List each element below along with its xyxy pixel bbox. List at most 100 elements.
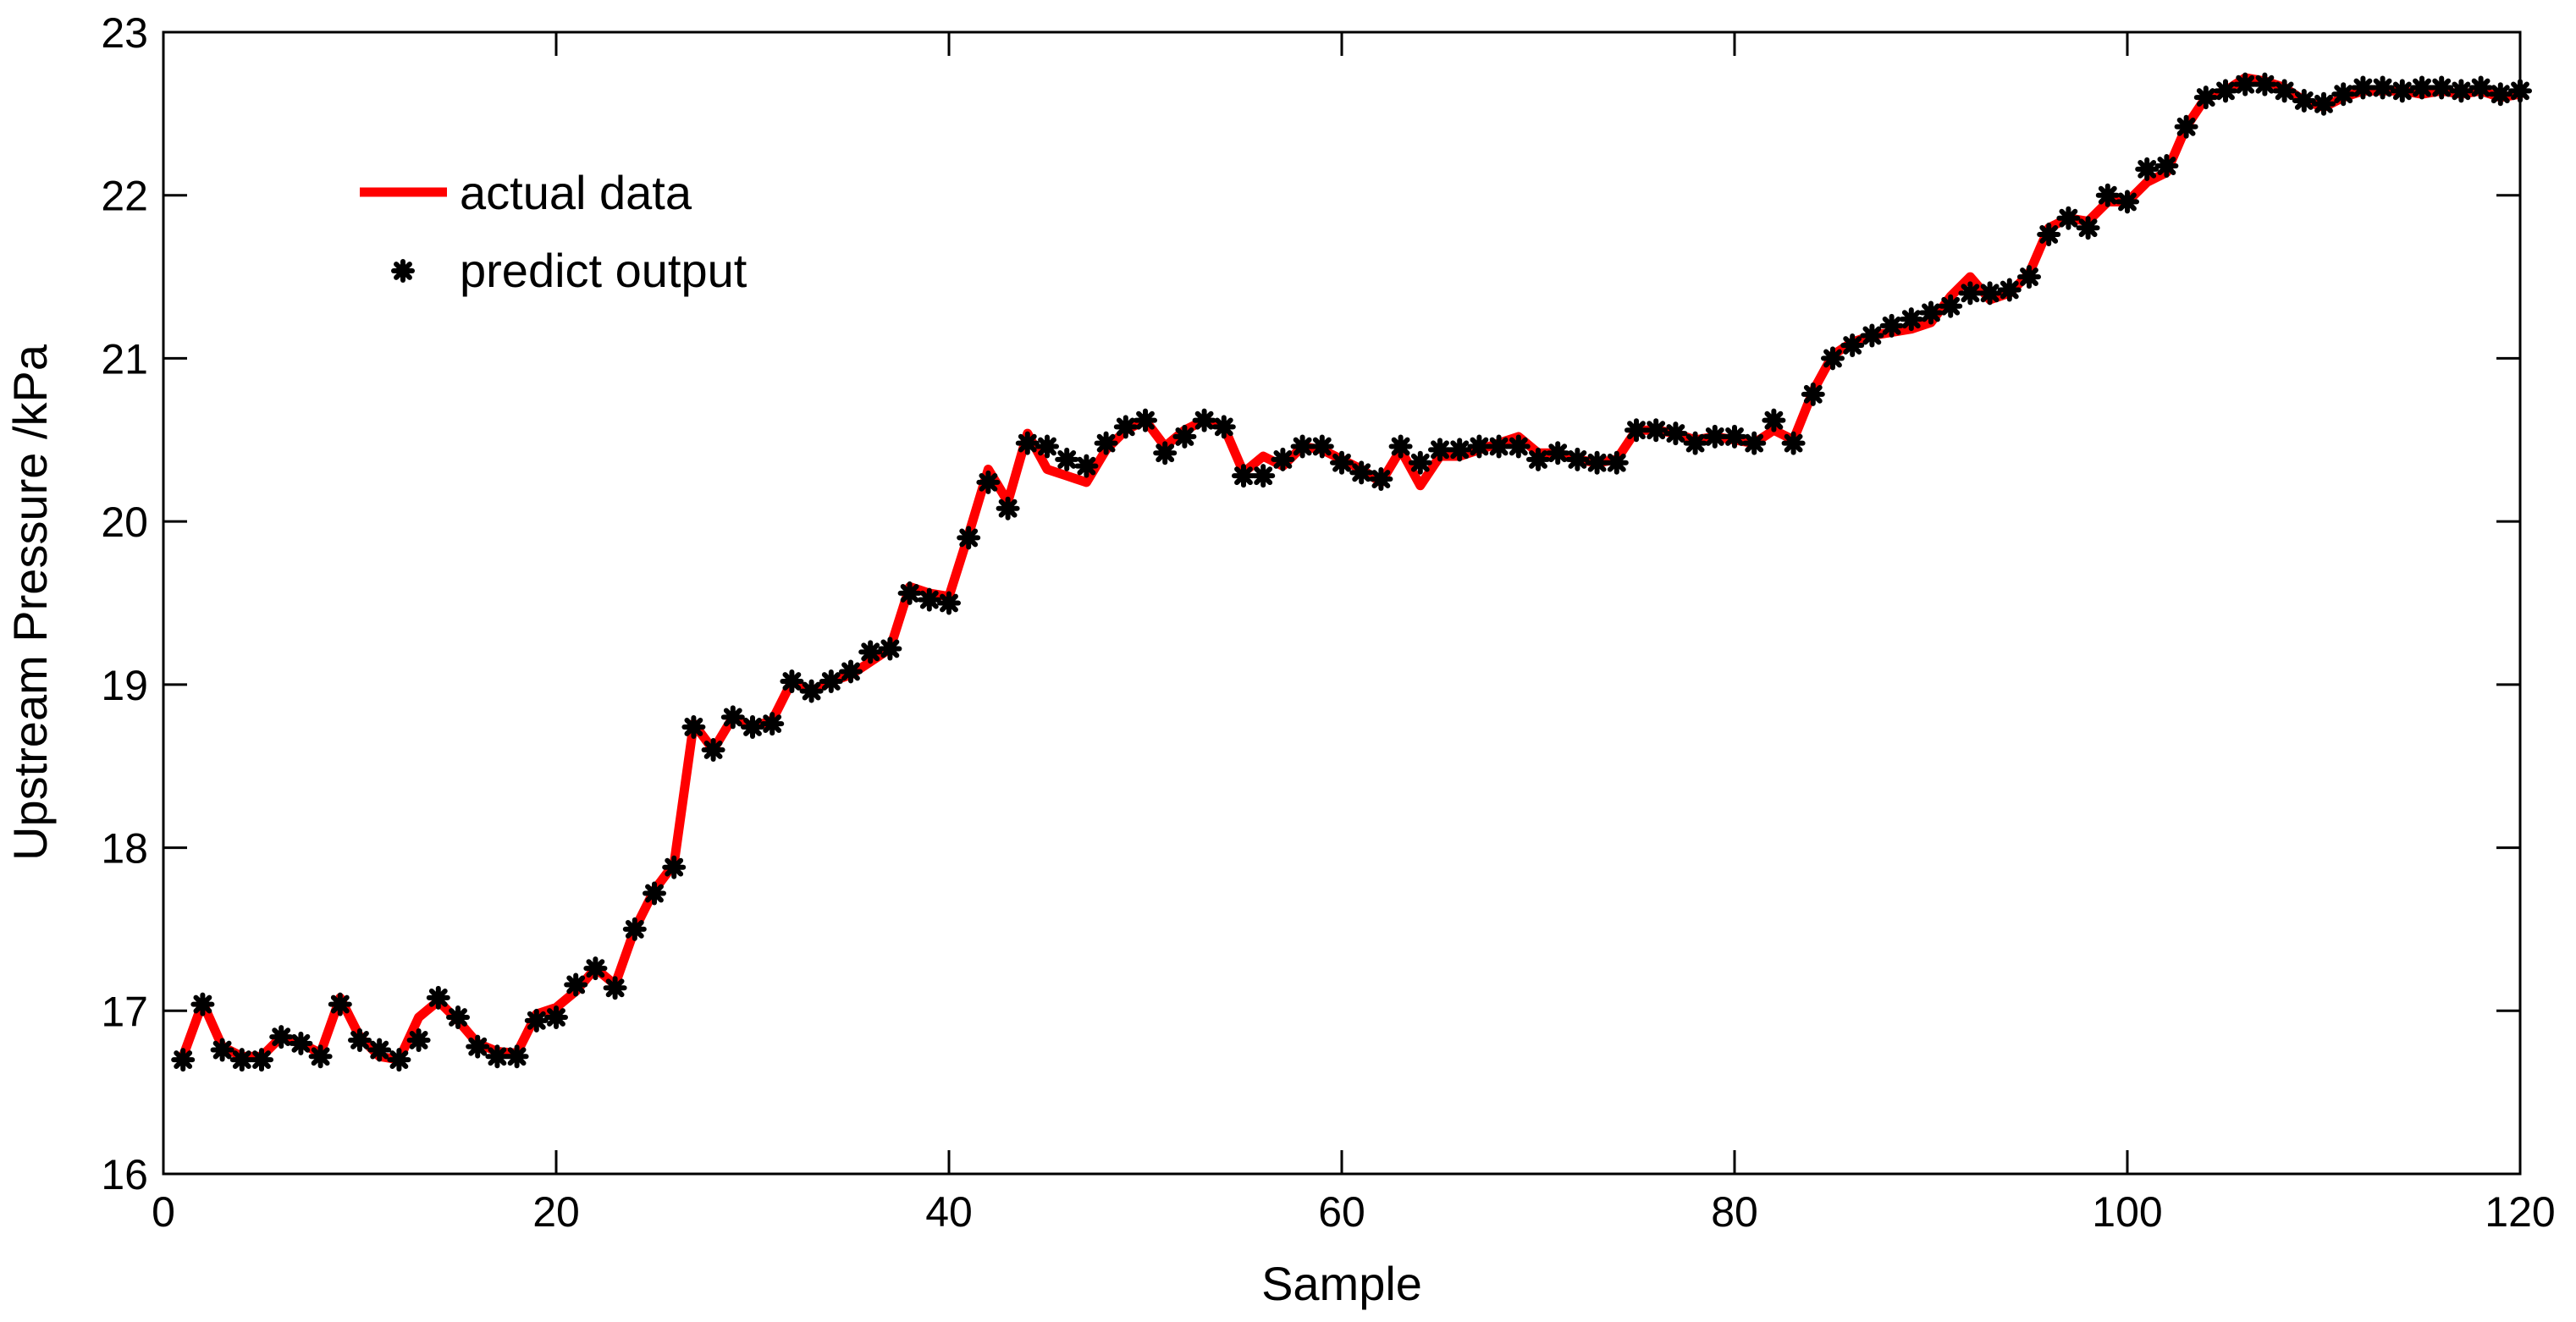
data-point-predict-output <box>1211 415 1236 439</box>
data-point-predict-output <box>250 1048 273 1072</box>
data-point-predict-output <box>1172 424 1197 449</box>
data-point-predict-output <box>1860 323 1884 348</box>
data-point-predict-output <box>2488 82 2513 107</box>
data-point-predict-output <box>1879 313 1904 338</box>
data-point-predict-output <box>308 1044 333 1069</box>
data-point-predict-output <box>1349 460 1374 485</box>
data-point-predict-output <box>1978 281 2002 306</box>
data-point-predict-output <box>1742 431 1767 455</box>
data-point-predict-output <box>524 1008 549 1033</box>
data-point-predict-output <box>957 526 981 550</box>
data-point-predict-output <box>1644 418 1669 443</box>
data-point-predict-output <box>1683 431 1707 455</box>
x-tick-label: 100 <box>2092 1188 2162 1236</box>
data-point-predict-output <box>976 470 1001 494</box>
data-point-predict-output <box>1408 450 1432 475</box>
data-point-predict-output <box>741 714 764 739</box>
x-tick-label: 40 <box>925 1188 973 1236</box>
data-point-predict-output <box>1565 447 1590 471</box>
legend: actual data predict output <box>360 166 747 297</box>
data-point-predict-output <box>2468 75 2493 100</box>
data-point-predict-output <box>210 1038 234 1062</box>
data-point-predict-output <box>2390 79 2414 103</box>
data-point-predict-output <box>897 581 922 605</box>
y-tick-label: 21 <box>101 335 148 383</box>
data-point-predict-output <box>1663 421 1688 446</box>
data-point-predict-output <box>1840 333 1865 358</box>
data-point-predict-output <box>1467 434 1492 459</box>
data-point-predict-output <box>701 737 725 762</box>
data-point-predict-output <box>1526 447 1550 471</box>
series-markers-predict-output <box>171 72 2532 1072</box>
data-point-predict-output <box>681 714 706 739</box>
data-point-predict-output <box>1939 294 1963 318</box>
data-point-predict-output <box>662 855 687 879</box>
data-point-predict-output <box>1369 467 1393 492</box>
data-point-predict-output <box>289 1031 313 1055</box>
data-point-predict-output <box>446 1005 470 1029</box>
data-point-predict-output <box>1035 434 1059 459</box>
data-point-predict-output <box>1094 431 1118 455</box>
data-point-predict-output <box>1251 464 1276 488</box>
y-axis-title: Upstream Pressure /kPa <box>3 344 57 861</box>
y-tick-label: 19 <box>101 662 148 709</box>
data-point-predict-output <box>2193 85 2218 110</box>
data-point-predict-output <box>1310 434 1334 459</box>
data-point-predict-output <box>1702 424 1727 449</box>
y-tick-label: 20 <box>101 499 148 546</box>
data-point-predict-output <box>1232 464 1255 488</box>
data-point-predict-output <box>1015 431 1040 455</box>
x-tick-label: 120 <box>2485 1188 2555 1236</box>
data-point-predict-output <box>2312 91 2336 116</box>
data-point-predict-output <box>2370 75 2395 100</box>
data-point-predict-output <box>720 705 745 730</box>
data-point-predict-output <box>1899 307 1923 332</box>
x-tick-label: 80 <box>1711 1188 1758 1236</box>
data-point-predict-output <box>2135 157 2160 181</box>
data-point-predict-output <box>1074 454 1099 478</box>
data-point-predict-output <box>229 1048 254 1072</box>
data-point-predict-output <box>1487 434 1511 459</box>
data-point-predict-output <box>1762 408 1786 432</box>
legend-label-actual-data: actual data <box>460 166 692 219</box>
data-point-predict-output <box>2351 75 2375 100</box>
data-point-predict-output <box>2154 154 2179 179</box>
data-point-predict-output <box>1958 281 1983 306</box>
data-point-predict-output <box>1585 450 1609 475</box>
data-point-predict-output <box>426 985 450 1010</box>
data-point-predict-output <box>1781 431 1806 455</box>
x-axis-title: Sample <box>1261 1257 1422 1310</box>
y-tick-label: 23 <box>101 9 148 57</box>
data-point-predict-output <box>2508 79 2532 103</box>
data-point-predict-output <box>2095 183 2120 207</box>
data-point-predict-output <box>505 1044 529 1069</box>
x-tick-label: 60 <box>1318 1188 1365 1236</box>
x-axis: 0 20 40 60 80 100 120 <box>152 32 2556 1236</box>
data-point-predict-output <box>485 1044 510 1069</box>
x-tick-label: 20 <box>532 1188 580 1236</box>
data-point-predict-output <box>1506 434 1531 459</box>
data-point-predict-output <box>780 669 804 694</box>
x-tick-label: 0 <box>152 1188 175 1236</box>
data-point-predict-output <box>937 591 961 615</box>
data-point-predict-output <box>1290 434 1315 459</box>
data-point-predict-output <box>1134 408 1157 432</box>
data-point-predict-output <box>622 917 647 941</box>
legend-marker-glyph <box>391 259 415 283</box>
data-point-predict-output <box>1113 415 1138 439</box>
data-point-predict-output <box>839 659 863 684</box>
data-point-predict-output <box>367 1038 392 1062</box>
data-point-predict-output <box>269 1025 294 1049</box>
data-point-predict-output <box>917 587 941 612</box>
data-point-predict-output <box>858 640 883 664</box>
data-point-predict-output <box>2272 79 2297 103</box>
data-point-predict-output <box>2331 82 2356 107</box>
y-axis: 16 17 18 19 20 21 22 23 <box>101 9 2520 1198</box>
data-point-predict-output <box>2233 72 2258 96</box>
data-point-predict-output <box>1997 278 2022 302</box>
plot-area <box>162 30 2522 1176</box>
data-point-predict-output <box>171 1048 196 1072</box>
legend-swatch-predict-output <box>391 259 415 283</box>
data-point-predict-output <box>878 636 902 661</box>
